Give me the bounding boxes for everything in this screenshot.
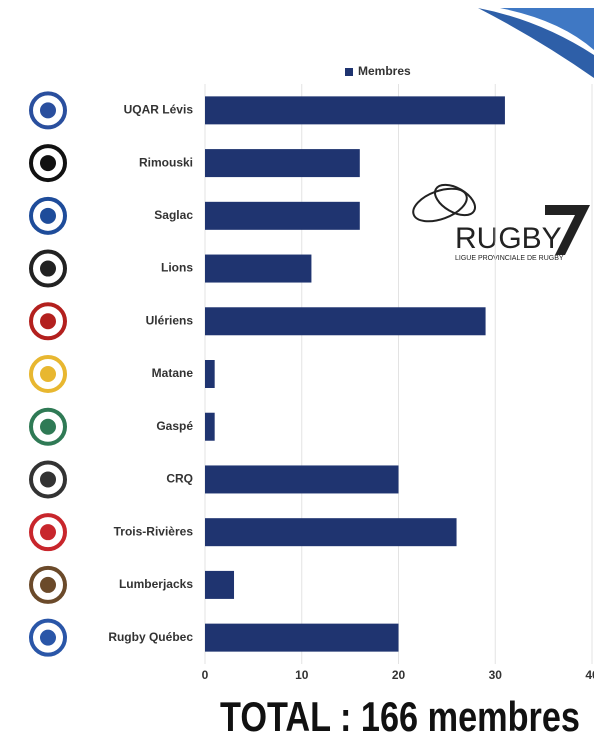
y-tick-label: Rimouski <box>139 155 193 169</box>
bar <box>205 307 486 336</box>
y-tick-label: Lumberjacks <box>119 577 193 591</box>
legend-swatch <box>345 68 353 76</box>
league-logo: RUGBY LIGUE PROVINCIALE DE RUGBY <box>412 183 590 262</box>
bar <box>205 254 312 283</box>
y-tick-label: CRQ <box>166 472 193 486</box>
team-logo <box>40 524 56 541</box>
plot: 0 10 20 30 40 Membres UQAR Lévis Rimouski Saglac… <box>29 64 594 682</box>
team-logo <box>40 155 56 172</box>
total: TOTAL : 166 membres <box>220 693 580 740</box>
team-logo <box>29 618 67 657</box>
y-tick-label: Trois-Rivières <box>114 524 194 538</box>
y-tick-label: Rugby Québec <box>108 630 193 644</box>
team-logo <box>40 471 56 488</box>
team-logo <box>29 144 67 183</box>
team-logo <box>29 249 67 288</box>
y-tick-label: Gaspé <box>156 419 193 433</box>
bar <box>205 96 505 125</box>
team-logo <box>29 355 67 393</box>
bar <box>205 518 457 547</box>
team-logo <box>40 313 56 330</box>
team-logo <box>29 302 67 341</box>
legend-label: Membres <box>358 64 411 78</box>
x-tick-label: 40 <box>585 668 594 682</box>
team-logo <box>29 407 67 446</box>
team-logo <box>29 196 67 235</box>
x-tick-label: 20 <box>392 668 406 682</box>
team-logo <box>40 418 56 435</box>
bar <box>205 465 399 494</box>
bar <box>205 360 215 388</box>
y-tick-label: Lions <box>161 261 193 275</box>
decoration <box>478 8 594 78</box>
team-logo <box>40 260 56 277</box>
bar <box>205 570 235 599</box>
decoration <box>500 8 594 50</box>
bar <box>205 201 360 230</box>
team-logo <box>29 565 67 604</box>
x-tick-label: 0 <box>202 668 209 682</box>
y-tick-label: Matane <box>152 366 194 380</box>
x-tick-label: 30 <box>489 668 503 682</box>
team-logo <box>29 460 67 499</box>
team-logo <box>40 366 56 382</box>
team-logo <box>29 513 67 552</box>
team-logo <box>29 91 67 130</box>
logo-subtitle: LIGUE PROVINCIALE DE RUGBY <box>455 255 564 262</box>
x-tick-label: 10 <box>295 668 309 682</box>
y-tick-label: UQAR Lévis <box>124 103 194 117</box>
bar <box>205 623 399 652</box>
y-tick-label: Saglac <box>154 208 193 222</box>
team-logo <box>40 102 56 119</box>
logo-text: RUGBY <box>455 222 562 255</box>
bar <box>205 412 215 441</box>
team-logo <box>40 629 56 646</box>
y-tick-label: Ulériens <box>146 313 194 327</box>
team-logo <box>40 207 56 224</box>
team-logo <box>40 576 56 593</box>
bar <box>205 149 360 178</box>
